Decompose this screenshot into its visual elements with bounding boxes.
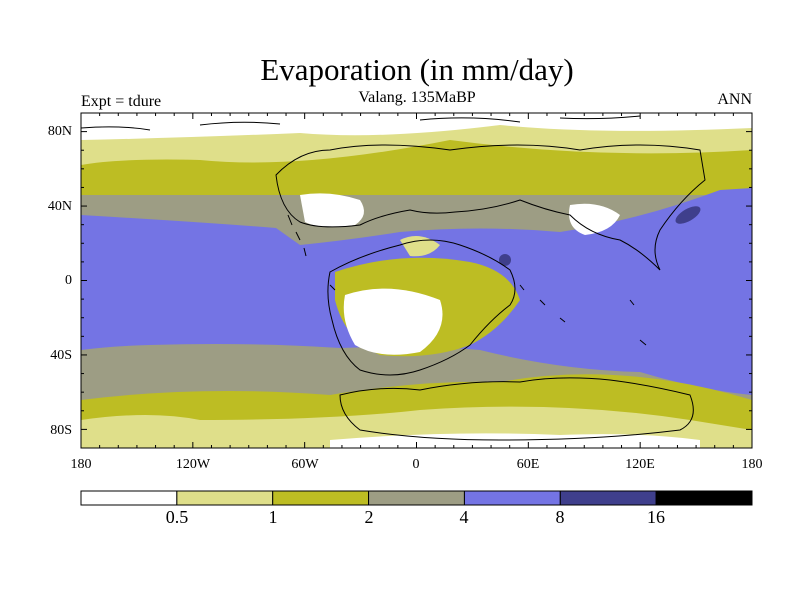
contour-fields [81, 113, 752, 448]
coastlines [81, 115, 706, 441]
colorbar-label-3: 4 [459, 507, 469, 527]
colorbar-label-2: 2 [364, 507, 374, 527]
field-land-dry-laurasia [300, 193, 364, 227]
lon-tick-180w: 180 [70, 457, 92, 472]
experiment-label: Expt = tdure [81, 93, 162, 110]
season-label: ANN [717, 91, 752, 108]
lon-tick-120w: 120W [175, 457, 211, 472]
map-title: Evaporation (in mm/day) [260, 52, 574, 87]
field-africa-05-1 [400, 236, 440, 257]
lat-tick-40n: 40N [47, 199, 72, 214]
lon-tick-120e: 120E [625, 457, 655, 472]
colorbar-swatch-5 [559, 490, 657, 506]
colorbar-swatch-2 [272, 490, 370, 506]
colorbar-swatch-3 [368, 490, 465, 506]
lat-tick-80n: 80N [47, 124, 72, 139]
field-band-8-16-west [499, 254, 511, 266]
colorbar-label-4: 8 [555, 507, 565, 527]
lat-tick-0: 0 [65, 273, 72, 288]
colorbar-label-1: 1 [268, 507, 278, 527]
lat-tick-40s: 40S [50, 348, 72, 363]
field-band-north-lt05 [81, 113, 752, 140]
colorbar-swatch-0 [80, 490, 178, 506]
colorbar-swatch-6 [655, 490, 753, 506]
lon-tick-180e: 180 [741, 457, 763, 472]
lon-tick-60e: 60E [516, 457, 540, 472]
field-land-dry-asia [569, 203, 620, 235]
lat-tick-80s: 80S [50, 423, 72, 438]
lon-tick-60w: 60W [291, 457, 319, 472]
colorbar-swatch-4 [463, 490, 561, 506]
colorbar [80, 490, 753, 506]
colorbar-swatch-1 [176, 490, 274, 506]
colorbar-label-0: 0.5 [165, 507, 189, 527]
lon-tick-0: 0 [412, 457, 420, 472]
map-subtitle: Valang. 135MaBP [358, 89, 476, 106]
colorbar-label-5: 16 [647, 507, 665, 527]
field-band-8-16-east [675, 206, 701, 224]
field-gondwana-lt05 [343, 288, 443, 355]
axis-ticks [80, 112, 753, 449]
